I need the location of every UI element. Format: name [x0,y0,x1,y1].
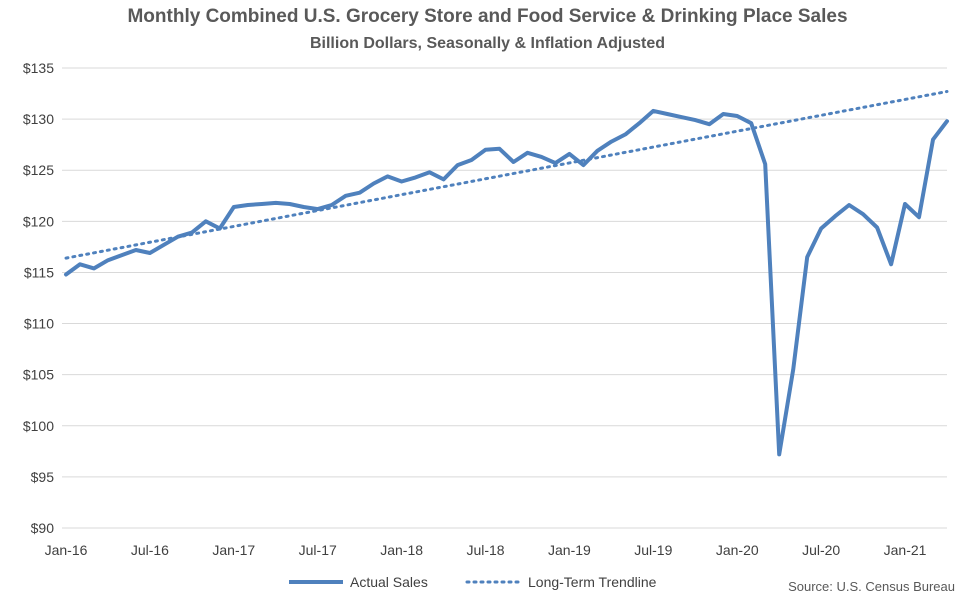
source-annotation: Source: U.S. Census Bureau [788,579,955,594]
chart-title: Monthly Combined U.S. Grocery Store and … [127,6,848,27]
series-layer [64,90,949,457]
x-tick-label: Jul-17 [299,542,337,558]
y-tick-label: $105 [23,367,54,383]
chart-subtitle: Billion Dollars, Seasonally & Inflation … [309,35,665,52]
y-tick-label: $130 [23,111,54,127]
x-tick-label: Jan-20 [716,542,759,558]
x-axis-ticks: Jan-16 Jul-16 Jan-17 Jul-17 Jan-18 Jul-18 Jan-… [45,542,927,558]
legend-label-trendline: Long-Term Trendline [528,574,657,590]
y-tick-label: $95 [31,469,55,485]
series-actual-sales-line [64,108,949,457]
series-trendline [64,90,949,260]
legend: Actual Sales Long-Term Trendline [289,574,657,590]
x-tick-label: Jul-16 [131,542,169,558]
y-tick-label: $120 [23,213,54,229]
x-tick-label: Jul-19 [634,542,672,558]
x-tick-label: Jul-18 [466,542,504,558]
x-tick-label: Jan-18 [380,542,423,558]
y-tick-label: $125 [23,162,54,178]
y-tick-label: $90 [31,520,55,536]
y-tick-label: $110 [24,316,54,332]
gridlines [62,67,947,529]
x-tick-label: Jan-16 [45,542,88,558]
x-tick-label: Jan-17 [212,542,255,558]
legend-label-actual-sales: Actual Sales [350,574,428,590]
x-tick-label: Jul-20 [802,542,840,558]
y-tick-label: $100 [23,418,54,434]
y-tick-label: $115 [24,264,54,280]
x-tick-label: Jan-19 [548,542,591,558]
x-tick-label: Jan-21 [884,542,927,558]
y-axis-ticks: $90 $95 $100 $105 $110 $115 $120 $125 $130 $135 [23,60,54,536]
y-tick-label: $135 [23,60,54,76]
